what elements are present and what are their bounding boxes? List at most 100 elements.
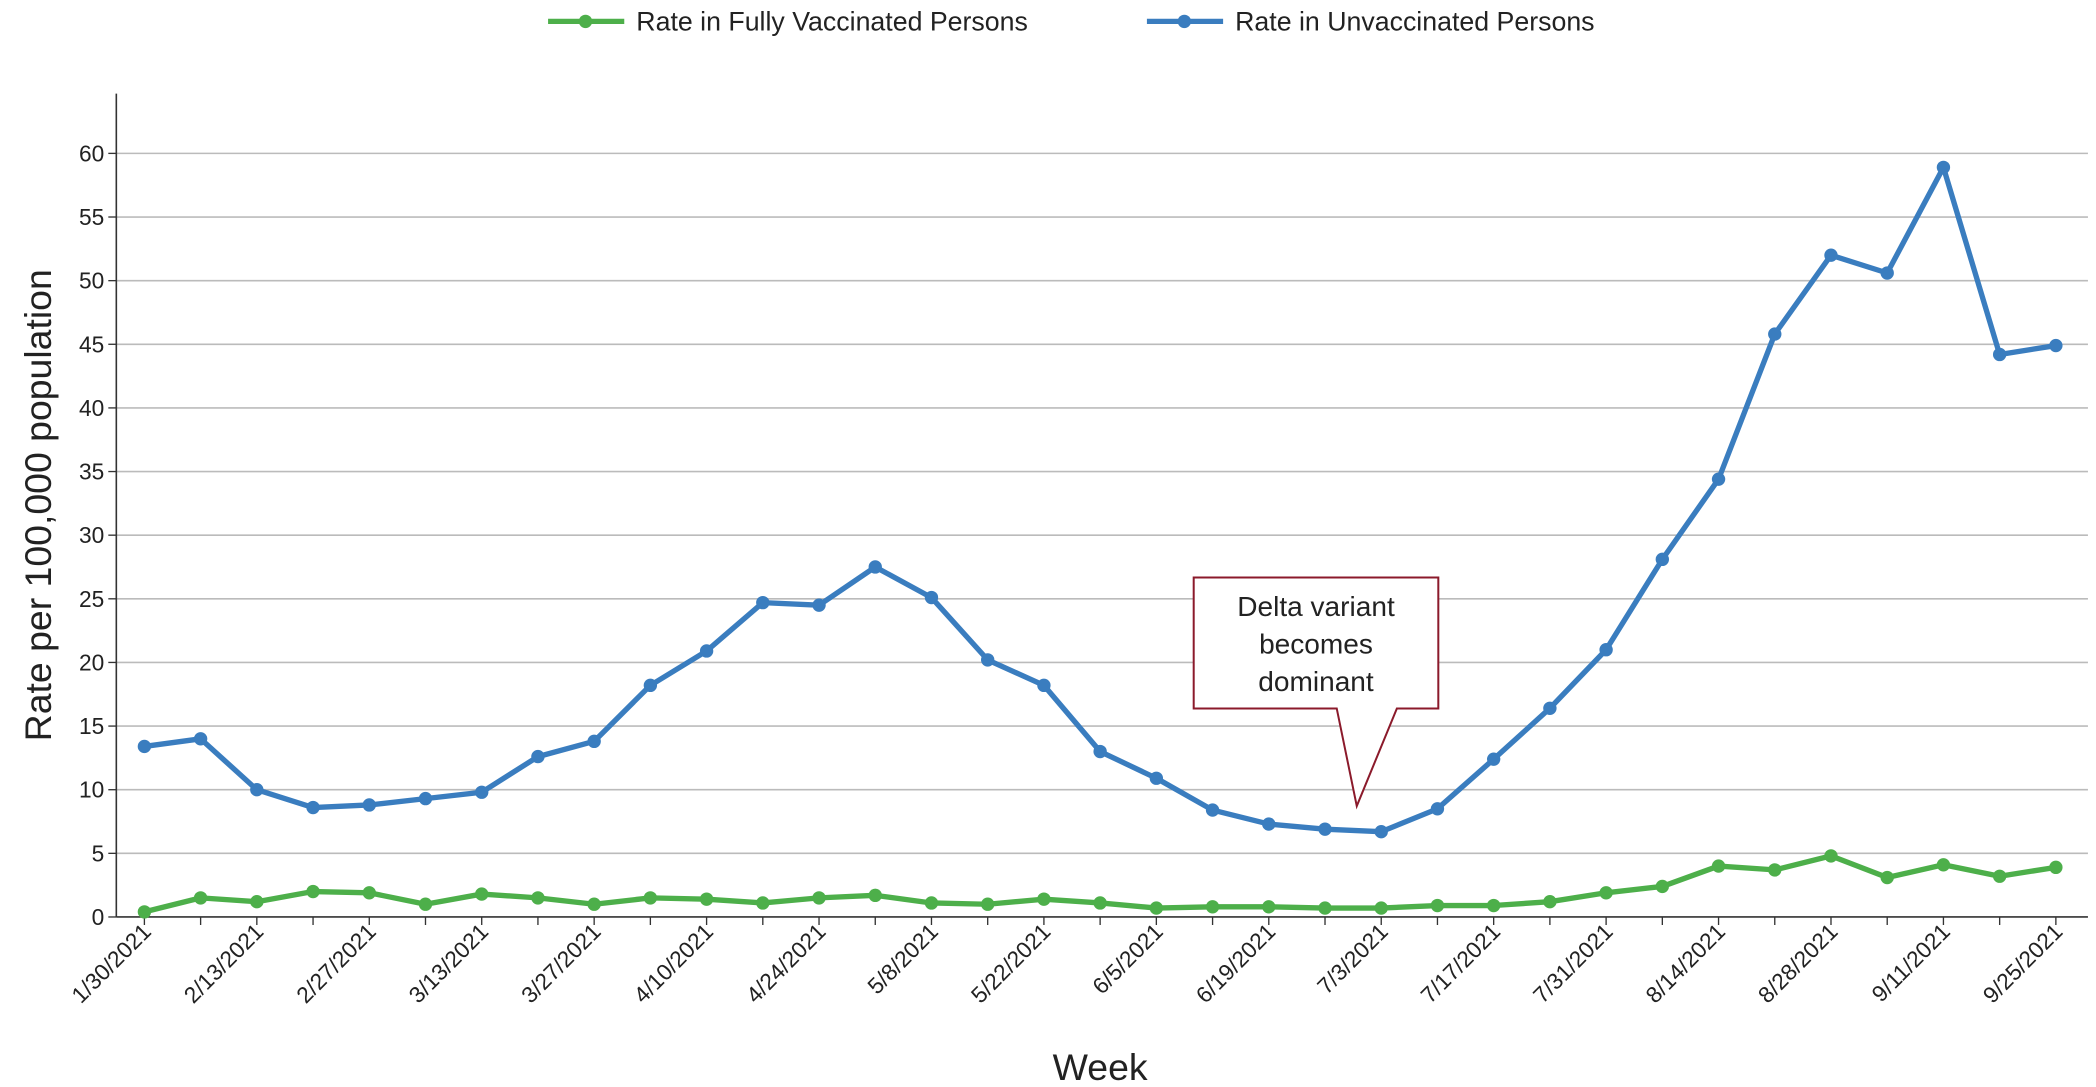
data-point xyxy=(1992,347,2007,362)
x-tick-label: 2/27/2021 xyxy=(291,918,381,1008)
legend-label: Rate in Unvaccinated Persons xyxy=(1235,7,1594,37)
data-point xyxy=(1093,744,1107,759)
data-point xyxy=(868,888,882,903)
data-point xyxy=(924,590,939,605)
data-point xyxy=(306,884,320,899)
x-tick-label: 8/28/2021 xyxy=(1753,918,1843,1008)
data-point xyxy=(1711,859,1726,873)
data-point xyxy=(587,897,601,911)
data-point xyxy=(1880,266,1894,280)
y-tick-label: 20 xyxy=(79,649,104,675)
x-tick-label: 5/22/2021 xyxy=(966,918,1056,1008)
x-tick-label: 7/3/2021 xyxy=(1312,918,1393,999)
data-point xyxy=(362,886,376,900)
data-point xyxy=(475,887,489,901)
x-tick-label: 6/19/2021 xyxy=(1190,918,1280,1008)
data-point xyxy=(812,598,826,612)
data-point xyxy=(1824,248,1838,262)
data-point xyxy=(868,560,882,574)
data-point xyxy=(1093,896,1107,910)
data-point xyxy=(1149,771,1164,785)
data-point xyxy=(1880,870,1894,885)
y-tick-label: 40 xyxy=(79,395,104,421)
x-tick-label: 4/10/2021 xyxy=(628,918,718,1008)
data-point xyxy=(1711,472,1726,486)
data-point xyxy=(699,892,714,906)
data-point xyxy=(137,905,152,919)
x-tick-label: 3/27/2021 xyxy=(516,918,606,1008)
x-tick-label: 7/31/2021 xyxy=(1528,918,1618,1008)
data-point xyxy=(1486,898,1501,913)
data-point xyxy=(1936,858,1951,872)
data-point xyxy=(1543,895,1557,909)
series-line xyxy=(144,164,2057,835)
data-point xyxy=(1543,701,1557,715)
data-point xyxy=(1037,892,1051,906)
y-tick-label: 10 xyxy=(79,777,104,803)
data-point xyxy=(2049,860,2063,875)
legend-marker xyxy=(578,14,593,29)
data-point xyxy=(418,897,433,911)
data-point xyxy=(812,891,826,905)
data-point xyxy=(1318,822,1332,836)
y-tick-label: 60 xyxy=(79,140,104,166)
data-point xyxy=(531,891,545,905)
data-point xyxy=(643,891,658,905)
data-point xyxy=(1262,817,1276,831)
x-tick-label: 5/8/2021 xyxy=(862,918,943,999)
data-point xyxy=(1655,879,1670,894)
legend-label: Rate in Fully Vaccinated Persons xyxy=(636,7,1028,37)
legend-marker xyxy=(1177,14,1192,29)
data-point xyxy=(756,896,770,910)
x-tick-label: 1/30/2021 xyxy=(66,918,156,1008)
data-point xyxy=(1318,901,1332,915)
y-tick-label: 35 xyxy=(79,459,104,485)
x-tick-label: 7/17/2021 xyxy=(1415,918,1505,1008)
data-point xyxy=(756,595,770,610)
data-point xyxy=(1936,160,1951,175)
data-point xyxy=(1599,643,1613,657)
data-point xyxy=(1205,803,1220,817)
x-axis-title: Week xyxy=(1053,1046,1148,1087)
data-point xyxy=(1430,802,1445,816)
y-tick-label: 45 xyxy=(79,331,104,357)
data-point xyxy=(250,895,264,909)
y-tick-label: 30 xyxy=(79,522,104,548)
data-point xyxy=(587,734,601,749)
annotation-callout xyxy=(1192,576,1440,810)
y-tick-label: 5 xyxy=(92,840,105,866)
annotation-text: becomes xyxy=(1259,629,1373,660)
y-tick-label: 15 xyxy=(79,713,104,739)
data-point xyxy=(1037,678,1051,693)
y-axis-title: Rate per 100,000 population xyxy=(17,269,59,741)
data-point xyxy=(981,897,995,911)
data-point xyxy=(1374,825,1388,839)
data-point xyxy=(1768,327,1782,341)
data-point xyxy=(475,785,489,799)
data-point xyxy=(193,891,208,905)
x-tick-label: 8/14/2021 xyxy=(1640,918,1730,1008)
y-tick-label: 50 xyxy=(79,268,104,294)
data-point xyxy=(1149,901,1164,915)
x-tick-label: 9/11/2021 xyxy=(1866,918,1955,1007)
data-point xyxy=(1262,900,1276,914)
data-point xyxy=(699,644,714,658)
data-point xyxy=(1374,901,1388,915)
data-point xyxy=(137,739,152,754)
data-point xyxy=(1430,898,1445,913)
x-tick-label: 2/13/2021 xyxy=(179,918,269,1008)
y-tick-label: 55 xyxy=(79,204,104,230)
data-point xyxy=(418,791,433,806)
data-point xyxy=(306,800,320,815)
data-point xyxy=(1655,552,1670,567)
annotation-text: Delta variant xyxy=(1237,591,1395,622)
data-point xyxy=(193,732,208,746)
y-tick-label: 25 xyxy=(79,586,104,612)
annotation-text: dominant xyxy=(1258,666,1374,697)
data-point xyxy=(1992,869,2007,883)
x-tick-label: 6/5/2021 xyxy=(1087,918,1168,999)
data-point xyxy=(1486,752,1501,766)
x-tick-label: 3/13/2021 xyxy=(403,918,493,1008)
data-point xyxy=(1599,886,1613,900)
